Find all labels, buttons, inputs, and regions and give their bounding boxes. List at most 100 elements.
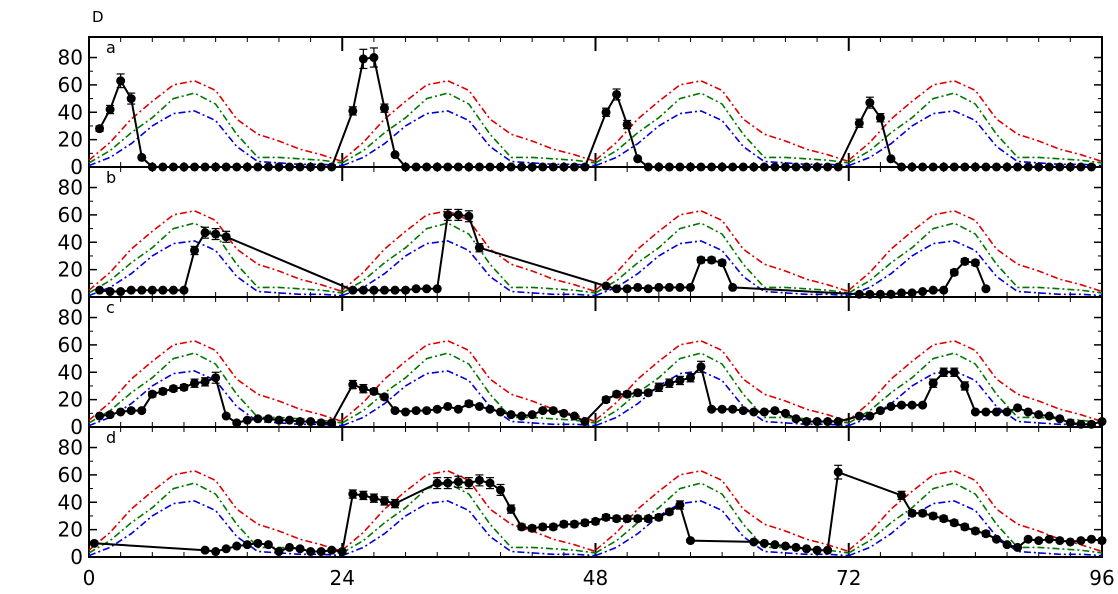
observed-point	[1013, 403, 1023, 413]
x-tick-label: 48	[583, 566, 608, 590]
x-tick-label: 24	[330, 566, 355, 590]
model-curve-blue	[342, 370, 596, 427]
observed-point	[1076, 536, 1086, 546]
observed-point	[960, 381, 970, 391]
observed-point	[316, 418, 326, 428]
model-curve-red	[848, 79, 1103, 163]
observed-point	[664, 507, 674, 517]
observed-point	[696, 362, 706, 372]
observed-point	[179, 285, 189, 295]
observed-point	[95, 285, 105, 295]
observed-point	[1034, 410, 1044, 420]
observed-point	[538, 522, 548, 532]
observed-point	[263, 540, 273, 550]
observed-point	[116, 76, 126, 86]
observed-point	[854, 118, 864, 128]
observed-point	[1044, 534, 1054, 544]
observed-point	[685, 282, 695, 292]
observed-point	[358, 490, 368, 500]
observed-point	[759, 407, 769, 417]
observed-point	[126, 406, 136, 416]
model-curve-green	[595, 482, 849, 554]
observed-point	[358, 54, 368, 64]
observed-point	[263, 414, 273, 424]
observed-point	[316, 547, 326, 557]
observed-point	[833, 467, 843, 477]
observed-point	[664, 282, 674, 292]
observed-point	[770, 540, 780, 550]
observed-point	[949, 367, 959, 377]
model-curve-green	[848, 222, 1103, 294]
observed-point	[105, 287, 115, 297]
observed-point	[1097, 536, 1107, 546]
observed-point	[728, 282, 738, 292]
observed-point	[601, 512, 611, 522]
y-tick-label: 60	[58, 203, 83, 227]
observed-point	[791, 414, 801, 424]
observed-point	[823, 545, 833, 555]
observed-point	[770, 406, 780, 416]
observed-point	[432, 404, 442, 414]
observed-point	[791, 542, 801, 552]
observed-point	[633, 514, 643, 524]
observed-point	[221, 232, 231, 242]
observed-point	[1065, 418, 1075, 428]
observed-point	[749, 537, 759, 547]
observed-point	[1002, 407, 1012, 417]
observed-point	[633, 388, 643, 398]
observed-point	[939, 285, 949, 295]
observed-point	[749, 407, 759, 417]
observed-point	[833, 417, 843, 427]
observed-point	[612, 514, 622, 524]
observed-point	[105, 105, 115, 115]
observed-point	[517, 411, 527, 421]
observed-point	[348, 489, 358, 499]
observed-point	[443, 478, 453, 488]
y-tick-label: 20	[58, 258, 83, 282]
observed-point	[506, 504, 516, 514]
observed-point	[306, 547, 316, 557]
observed-point	[675, 500, 685, 510]
observed-point	[200, 377, 210, 387]
observed-point	[580, 518, 590, 528]
observed-point	[232, 541, 242, 551]
observed-point	[379, 392, 389, 402]
panel-frame	[88, 36, 1103, 168]
observed-point	[970, 258, 980, 268]
observed-point	[707, 255, 717, 265]
observed-point	[865, 98, 875, 108]
observed-point	[1023, 407, 1033, 417]
observed-point	[897, 288, 907, 298]
observed-point	[907, 508, 917, 518]
observed-point	[464, 478, 474, 488]
observed-point	[453, 477, 463, 487]
observed-point	[168, 285, 178, 295]
observed-point	[612, 389, 622, 399]
model-curve-green	[341, 222, 596, 294]
observed-point	[379, 496, 389, 506]
observed-point	[295, 544, 305, 554]
observed-point	[812, 417, 822, 427]
y-tick-label: 20	[58, 518, 83, 542]
observed-point	[337, 547, 347, 557]
observed-line	[99, 213, 987, 296]
observed-point	[348, 106, 358, 116]
model-curve-green	[595, 352, 849, 424]
observed-point	[401, 285, 411, 295]
observed-point	[643, 388, 653, 398]
observed-point	[1065, 537, 1075, 547]
observed-point	[411, 284, 421, 294]
observed-point	[1055, 414, 1065, 424]
observed-point	[548, 522, 558, 532]
y-tick-label: 60	[58, 333, 83, 357]
observed-point	[327, 418, 337, 428]
observed-point	[284, 542, 294, 552]
observed-point	[802, 544, 812, 554]
observed-point	[707, 404, 717, 414]
observed-point	[474, 475, 484, 485]
model-curve-red	[341, 209, 596, 293]
y-tick-label: 40	[58, 490, 83, 514]
observed-point	[981, 407, 991, 417]
observed-point	[823, 417, 833, 427]
